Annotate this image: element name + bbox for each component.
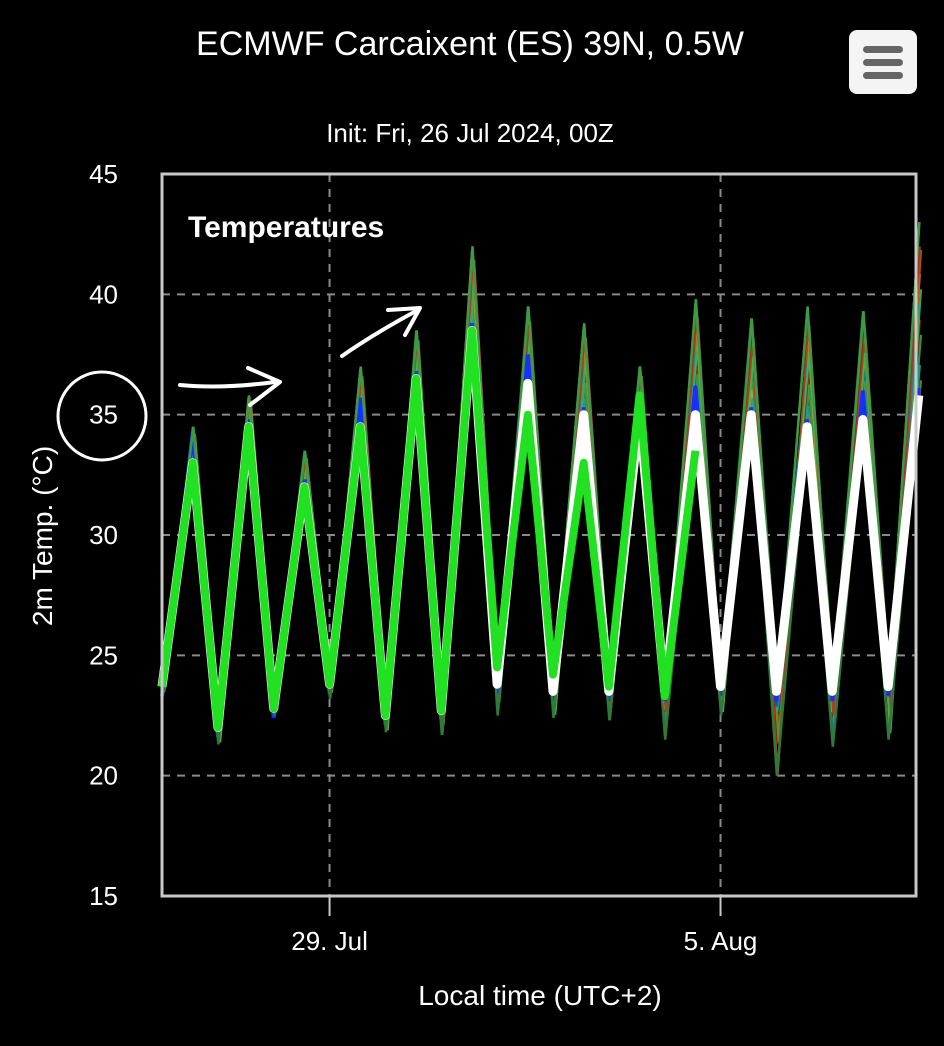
panel-label: Temperatures	[188, 211, 384, 244]
x-axis-label: Local time (UTC+2)	[418, 980, 662, 1011]
y-tick-label: 40	[89, 279, 118, 309]
plot-frame	[160, 172, 918, 898]
annotation-circle	[56, 370, 148, 462]
chart-subtitle: Init: Fri, 26 Jul 2024, 00Z	[326, 118, 614, 148]
chart-menu-button[interactable]	[849, 30, 917, 94]
annotation-arrowhead-1	[246, 366, 282, 407]
hamburger-menu-icon	[863, 46, 903, 53]
annotation-arrowhead-2	[386, 306, 422, 337]
x-axis: 29. Jul 5. Aug	[291, 896, 757, 956]
hamburger-menu-icon-bar	[863, 72, 903, 79]
y-tick-label: 15	[89, 881, 118, 911]
y-tick-label: 25	[89, 640, 118, 670]
x-tick-label: 5. Aug	[684, 926, 758, 956]
control-run-line	[158, 326, 700, 732]
y-tick-label: 30	[89, 520, 118, 550]
x-tick-label: 29. Jul	[291, 926, 368, 956]
annotation-arrows	[178, 306, 422, 407]
hamburger-menu-icon-bar	[863, 59, 903, 66]
y-axis-label: 2m Temp. (°C)	[27, 446, 58, 626]
annotation-arrow-1	[178, 380, 277, 389]
y-tick-label: 45	[89, 159, 118, 189]
y-axis: 15 20 25 30 35 40 45	[89, 159, 118, 911]
series-group	[157, 222, 924, 776]
y-tick-label: 20	[89, 761, 118, 791]
chart-title: ECMWF Carcaixent (ES) 39N, 0.5W	[196, 25, 744, 63]
y-tick-label: 35	[89, 400, 118, 430]
annotation-arrow-2	[340, 308, 420, 358]
